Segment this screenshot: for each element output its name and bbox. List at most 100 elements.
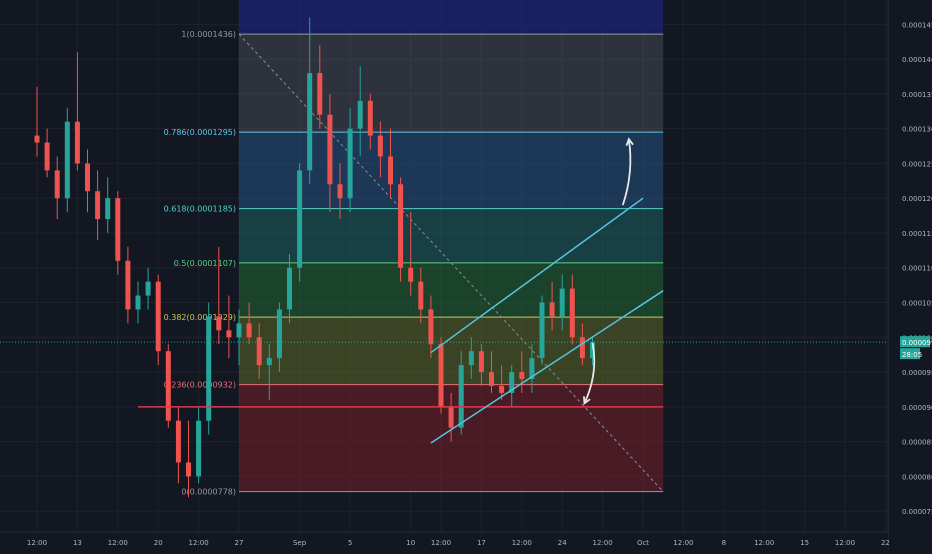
candle-body xyxy=(468,351,474,366)
countdown-label: 28:05 xyxy=(902,351,922,359)
fib-level-label: 0.5(0.0001107) xyxy=(174,259,236,268)
candle-body xyxy=(105,198,111,220)
candle-body xyxy=(337,184,343,199)
time-tick-label: 12:00 xyxy=(835,539,855,547)
current-price-tag xyxy=(900,336,930,348)
candle-body xyxy=(276,309,282,359)
drawings[interactable] xyxy=(0,137,888,444)
candle-body xyxy=(367,100,373,136)
price-axis[interactable]: 0.0000750 0.0000800 0.0000850 0.0000900 0.00… xyxy=(887,0,932,550)
price-tick-label: 0.0001100 xyxy=(902,265,932,273)
candle-body xyxy=(175,420,181,463)
time-tick-label: Oct xyxy=(637,539,649,547)
candle-body xyxy=(357,100,363,129)
candle-body xyxy=(347,128,353,199)
fib-level-label: 0.786(0.0001295) xyxy=(164,128,236,137)
time-tick-label: 12:00 xyxy=(754,539,774,547)
time-tick-label: 8 xyxy=(722,539,726,547)
price-tick-label: 0.0001050 xyxy=(902,300,932,308)
candle-body xyxy=(377,135,383,157)
candle-body xyxy=(226,330,232,338)
price-tick-label: 0.0000750 xyxy=(902,508,932,516)
candle-body xyxy=(317,73,323,115)
candle-body xyxy=(579,337,585,359)
fib-level-label: 0.618(0.0001185) xyxy=(164,205,236,214)
candle-body xyxy=(499,385,505,393)
fib-zone xyxy=(239,208,664,263)
fib-zone xyxy=(239,132,664,209)
time-tick-label: 12:00 xyxy=(512,539,532,547)
arrow-down[interactable] xyxy=(583,342,596,404)
candle-body xyxy=(115,198,121,261)
candle-body xyxy=(236,323,242,338)
candle-body xyxy=(559,288,565,317)
time-axis-bg xyxy=(0,532,888,550)
candle-body xyxy=(408,267,414,282)
candle-body xyxy=(398,184,404,268)
candle-body xyxy=(569,288,575,338)
candle-body xyxy=(54,170,60,199)
candle-body xyxy=(307,73,313,171)
candle-body xyxy=(438,344,444,407)
candle-body xyxy=(529,358,535,380)
candle-body xyxy=(125,260,131,310)
candle-body xyxy=(539,302,545,359)
candle-body xyxy=(145,281,151,296)
time-tick-label: 13 xyxy=(73,539,82,547)
time-tick-label: 5 xyxy=(348,539,352,547)
channel-line[interactable] xyxy=(430,290,664,444)
time-tick-label: 27 xyxy=(235,539,244,547)
candle-body xyxy=(44,142,50,171)
candle-body xyxy=(266,358,272,366)
time-tick-label: 17 xyxy=(477,539,486,547)
candles xyxy=(34,17,595,498)
price-axis-bg xyxy=(888,0,932,550)
candle-body xyxy=(74,121,80,164)
time-tick-label: 12:00 xyxy=(673,539,693,547)
candle-body xyxy=(448,406,454,428)
candle-body xyxy=(196,420,202,477)
time-axis[interactable]: 12:00 13 12:00 20 12:00 27 Sep 5 10 12:00 17 12:00 2… xyxy=(0,531,890,550)
time-tick-label: 12:00 xyxy=(189,539,209,547)
candle-body xyxy=(34,135,40,143)
candle-body xyxy=(216,316,222,331)
price-tick-label: 0.0001400 xyxy=(902,56,932,64)
price-tick-label: 0.0001350 xyxy=(902,91,932,99)
time-tick-label: 10 xyxy=(406,539,415,547)
time-tick-label: 12:00 xyxy=(431,539,451,547)
arrow-up[interactable] xyxy=(621,138,632,206)
candle-body xyxy=(519,372,525,380)
candle-body xyxy=(95,191,101,220)
candle-body xyxy=(287,267,292,310)
time-tick-label: 12:00 xyxy=(108,539,128,547)
time-tick-label: 12:00 xyxy=(593,539,613,547)
candle-body xyxy=(509,372,515,393)
candle-body xyxy=(186,462,191,477)
candle-body xyxy=(418,281,424,310)
fib-level-label: 0.382(0.0001029) xyxy=(164,313,236,322)
fib-zone xyxy=(239,34,664,133)
price-tick-label: 0.0001250 xyxy=(902,160,932,168)
candle-body xyxy=(85,163,90,192)
fib-zone xyxy=(239,317,664,385)
time-tick-label: 12:00 xyxy=(27,539,47,547)
arrow-head-down xyxy=(583,396,591,406)
price-tick-label: 0.0000900 xyxy=(902,404,932,412)
fib-level-label: 0.236(0.0000932) xyxy=(164,381,236,390)
fib-zone xyxy=(239,262,664,318)
countdown-tag xyxy=(900,348,920,360)
time-tick-label: 24 xyxy=(558,539,567,547)
price-tick-label: 0.0000800 xyxy=(902,473,932,481)
candle-body xyxy=(206,316,212,421)
candle-body xyxy=(428,309,434,345)
channel-line[interactable] xyxy=(430,197,644,354)
time-tick-label: Sep xyxy=(293,539,307,547)
time-tick-label: 15 xyxy=(800,539,809,547)
price-tick-label: 0.0000950 xyxy=(902,369,932,377)
candle-body xyxy=(297,170,303,268)
fib-level-label: 1(0.0001436) xyxy=(181,30,236,39)
candle-body xyxy=(165,351,171,421)
candle-body xyxy=(458,365,464,428)
